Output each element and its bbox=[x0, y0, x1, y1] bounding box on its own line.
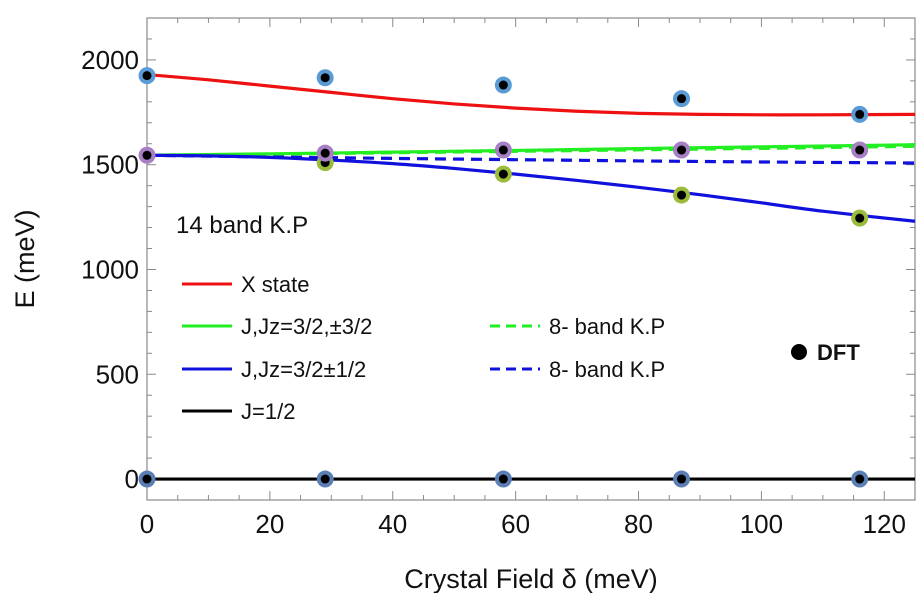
dft-point bbox=[320, 73, 330, 83]
x-tick-label: 80 bbox=[624, 509, 653, 539]
dft-point bbox=[142, 71, 152, 81]
legend-label-j32-32: J,Jz=3/2,±3/2 bbox=[241, 314, 372, 339]
series-line-0 bbox=[146, 72, 916, 117]
dft-point bbox=[498, 474, 508, 484]
series-line-5 bbox=[146, 153, 916, 165]
dft-point bbox=[498, 80, 508, 90]
dft-points bbox=[138, 67, 869, 488]
legend-label-dft: DFT bbox=[817, 340, 860, 365]
y-tick-label: 500 bbox=[96, 359, 139, 389]
dft-point bbox=[677, 190, 687, 200]
dft-point bbox=[498, 169, 508, 179]
legend-label-j32-12: J,Jz=3/2±1/2 bbox=[241, 357, 366, 382]
dft-point bbox=[142, 474, 152, 484]
tick-labels: 0 20 40 60 80 100 120 0 500 1000 1500 2000 bbox=[81, 45, 906, 539]
dft-point bbox=[142, 150, 152, 160]
y-tick-label: 1000 bbox=[81, 254, 139, 284]
legend-label-j12: J=1/2 bbox=[241, 399, 295, 424]
dft-point bbox=[855, 109, 865, 119]
legend-dft-marker bbox=[791, 344, 807, 360]
dft-point bbox=[677, 94, 687, 104]
legend: X state J,Jz=3/2,±3/2 J,Jz=3/2±1/2 J=1/2… bbox=[182, 272, 860, 424]
y-tick-label: 0 bbox=[125, 464, 139, 494]
series-line-2 bbox=[146, 153, 916, 223]
series-layer bbox=[146, 72, 916, 481]
dft-point bbox=[498, 145, 508, 155]
dft-point bbox=[677, 145, 687, 155]
x-tick-label: 100 bbox=[740, 509, 783, 539]
y-axis-title: E (meV) bbox=[10, 209, 40, 308]
x-tick-label: 0 bbox=[140, 509, 154, 539]
legend-label-8band-blue: 8- band K.P bbox=[549, 357, 665, 382]
dft-point bbox=[855, 213, 865, 223]
x-tick-label: 40 bbox=[378, 509, 407, 539]
series-line-1 bbox=[146, 143, 916, 157]
dft-point bbox=[677, 474, 687, 484]
dft-point bbox=[855, 474, 865, 484]
x-tick-label: 120 bbox=[863, 509, 906, 539]
dft-point bbox=[320, 474, 330, 484]
plot-frame bbox=[146, 17, 916, 501]
dft-point bbox=[320, 148, 330, 158]
x-tick-label: 60 bbox=[501, 509, 530, 539]
y-tick-label: 2000 bbox=[81, 45, 139, 75]
tick-marks bbox=[146, 17, 916, 500]
x-tick-label: 20 bbox=[255, 509, 284, 539]
legend-label-8band-green: 8- band K.P bbox=[549, 314, 665, 339]
y-tick-label: 1500 bbox=[81, 150, 139, 180]
dft-point bbox=[855, 145, 865, 155]
x-axis-title: Crystal Field δ (meV) bbox=[404, 564, 658, 593]
annotation-14-band: 14 band K.P bbox=[176, 212, 308, 239]
legend-label-x-state: X state bbox=[241, 272, 309, 297]
